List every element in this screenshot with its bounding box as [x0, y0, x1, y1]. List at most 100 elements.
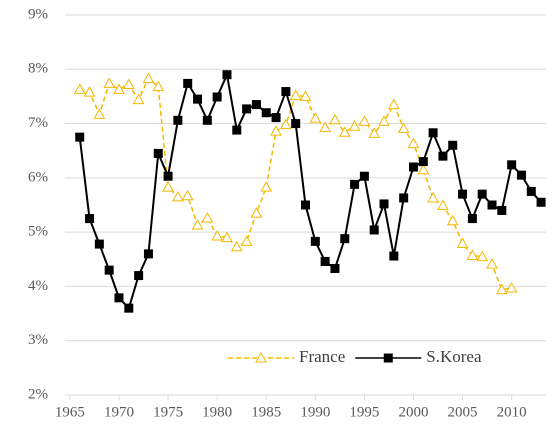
marker — [221, 231, 233, 243]
marker — [497, 205, 507, 215]
x-tick-label: 1980 — [202, 404, 232, 420]
series-line — [78, 71, 542, 311]
marker — [486, 258, 498, 269]
marker — [319, 121, 331, 132]
marker — [191, 219, 204, 230]
marker — [397, 122, 410, 133]
marker — [162, 181, 174, 192]
marker — [408, 162, 418, 172]
marker — [211, 229, 224, 241]
marker — [173, 115, 183, 125]
marker — [350, 179, 360, 189]
marker — [75, 132, 85, 142]
marker — [291, 119, 301, 129]
marker — [369, 225, 379, 235]
marker — [389, 251, 399, 261]
marker — [507, 160, 517, 170]
marker — [163, 171, 173, 181]
marker — [172, 190, 184, 202]
marker — [458, 189, 468, 199]
legend-text: S.Korea — [426, 347, 482, 366]
marker — [516, 170, 526, 180]
x-tick-label: 1990 — [300, 404, 330, 420]
marker — [271, 113, 281, 123]
marker — [438, 151, 448, 161]
marker — [448, 140, 458, 150]
marker — [270, 125, 282, 136]
x-tick-label: 1995 — [349, 404, 379, 420]
y-tick-label: 9% — [28, 6, 48, 22]
marker — [152, 80, 165, 92]
marker — [242, 104, 252, 114]
marker — [536, 197, 546, 207]
marker — [495, 283, 508, 295]
marker — [104, 265, 114, 275]
marker — [122, 78, 135, 89]
marker — [446, 214, 459, 226]
marker — [310, 236, 320, 246]
marker — [437, 199, 449, 211]
marker — [142, 72, 155, 84]
x-tick-label: 2010 — [497, 404, 527, 420]
marker — [153, 148, 163, 158]
marker — [407, 137, 420, 149]
marker — [476, 250, 489, 262]
marker — [250, 207, 263, 218]
marker — [232, 125, 242, 135]
marker — [103, 77, 116, 88]
y-tick-label: 7% — [28, 115, 48, 131]
y-tick-label: 4% — [28, 278, 48, 294]
y-tick-label: 6% — [28, 169, 48, 185]
y-tick-label: 3% — [28, 332, 48, 348]
marker — [359, 171, 369, 181]
marker — [428, 128, 438, 138]
marker — [467, 214, 477, 224]
marker — [114, 293, 124, 303]
marker — [320, 256, 330, 266]
y-tick-label: 2% — [28, 386, 48, 402]
marker — [193, 94, 203, 104]
marker — [340, 234, 350, 244]
marker — [201, 211, 214, 223]
y-tick-label: 5% — [28, 224, 48, 240]
marker — [143, 249, 153, 259]
marker — [85, 214, 95, 224]
marker — [181, 189, 194, 201]
marker — [134, 271, 144, 281]
marker — [251, 100, 261, 110]
marker — [183, 78, 193, 88]
marker — [212, 92, 222, 102]
marker — [379, 199, 389, 209]
marker — [329, 113, 341, 125]
marker — [427, 191, 439, 203]
x-tick-label: 1970 — [104, 404, 134, 420]
y-tick-label: 8% — [28, 61, 48, 77]
marker — [387, 98, 400, 110]
marker — [301, 200, 310, 210]
marker — [487, 200, 497, 210]
legend-text: France — [299, 347, 345, 366]
marker — [94, 239, 104, 249]
marker — [73, 83, 86, 94]
marker — [230, 240, 243, 252]
marker — [222, 70, 232, 80]
x-tick-label: 1975 — [153, 404, 183, 420]
legend-marker — [383, 353, 393, 363]
marker — [417, 163, 430, 175]
marker — [280, 118, 292, 130]
marker — [378, 115, 390, 126]
marker — [348, 120, 361, 131]
marker — [289, 89, 302, 100]
marker — [358, 115, 371, 126]
x-tick-label: 1985 — [251, 404, 281, 420]
marker — [477, 189, 487, 199]
marker — [456, 237, 469, 249]
x-tick-label: 1965 — [55, 404, 85, 420]
marker — [132, 93, 145, 105]
legend-marker — [255, 351, 267, 363]
marker — [330, 264, 340, 274]
marker — [466, 249, 479, 260]
x-tick-label: 2005 — [448, 404, 478, 420]
